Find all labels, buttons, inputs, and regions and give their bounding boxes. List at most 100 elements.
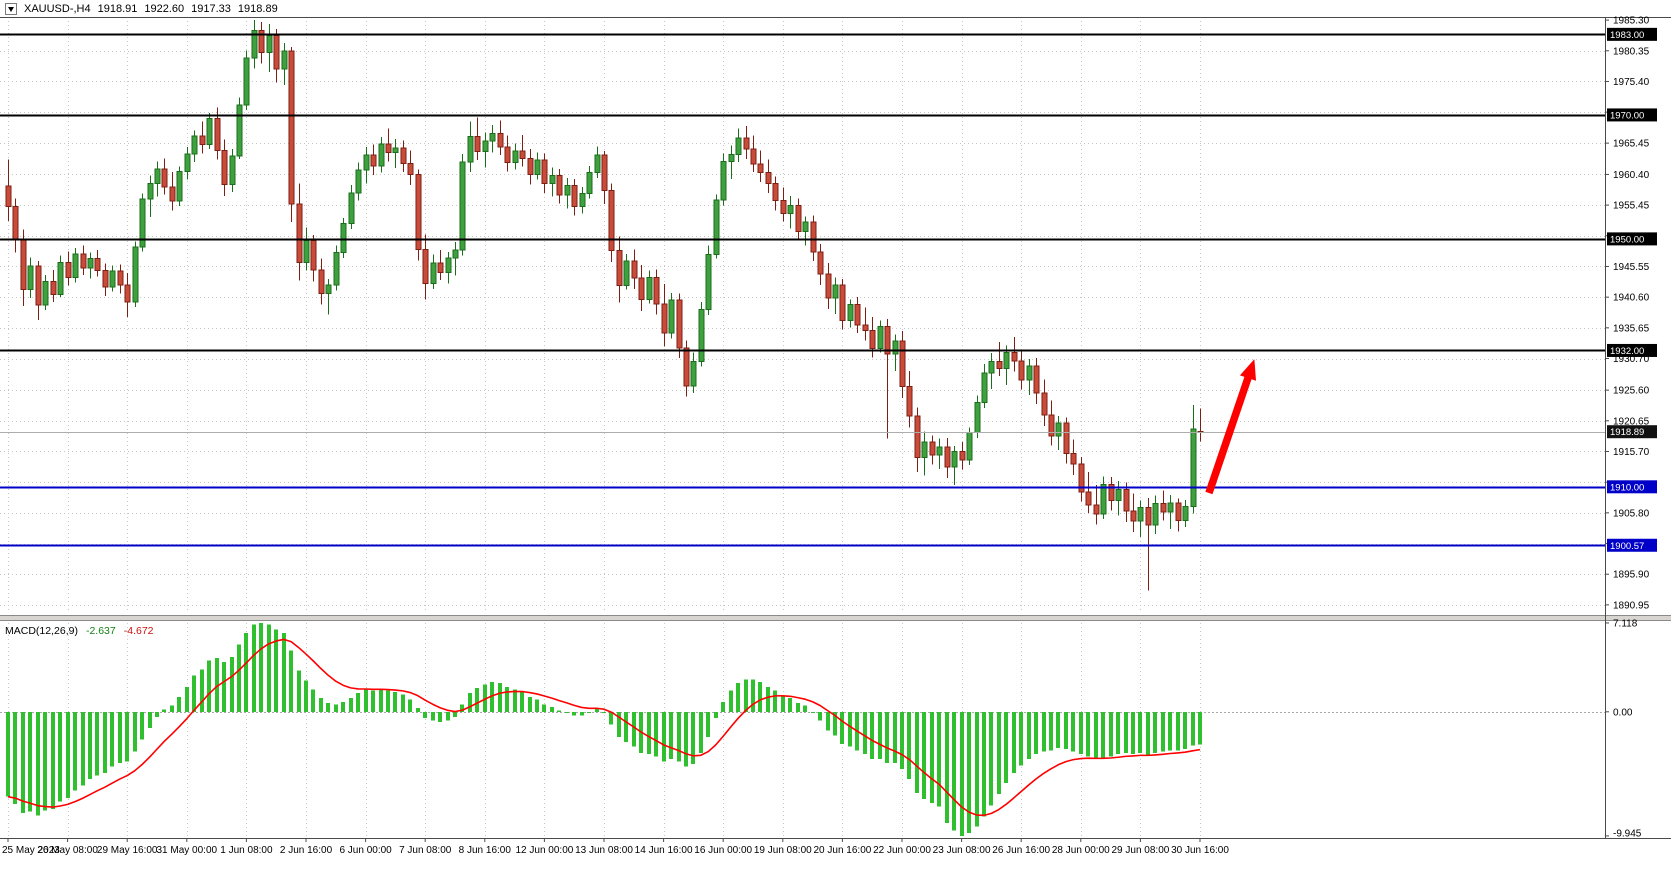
candle [1055,416,1062,451]
candle [1085,471,1092,513]
horizontal-level-lines[interactable] [0,33,1605,547]
candle [199,121,206,154]
time-tick-label: 2 Jun 16:00 [280,845,333,856]
time-tick-label: 23 Jun 08:00 [933,845,991,856]
candle [251,20,258,69]
candle [236,97,243,159]
price-badge-label: 1910.00 [1610,482,1644,493]
candle [385,128,392,162]
candle [35,261,42,321]
candle [50,269,57,303]
candle [929,435,936,465]
candle [1011,336,1018,372]
price-tick-label: 1965.45 [1613,139,1650,150]
time-tick-label: 12 Jun 00:00 [515,845,573,856]
price-tick-label: 1895.90 [1613,570,1650,581]
candle [1123,482,1130,523]
candle [541,153,548,194]
price-badge [1607,108,1657,122]
candle [683,340,690,397]
candle [169,171,176,211]
candle [392,139,399,169]
time-tick-label: 8 Jun 16:00 [459,845,512,856]
candle [489,124,496,153]
price-tick-label: 1905.80 [1613,508,1650,519]
candle [556,168,563,204]
candle [124,272,131,317]
candle [981,364,988,409]
price-tick-label: 1915.70 [1613,447,1650,458]
candle [333,245,340,291]
time-tick-label: 29 May 16:00 [97,845,158,856]
candle [1108,476,1115,511]
candle [184,147,191,180]
price-tick-label: 1935.65 [1613,323,1650,334]
candle [139,193,146,252]
candle [571,178,578,216]
candle [117,264,124,294]
candle [176,166,183,207]
price-badge-label: 1983.00 [1610,30,1644,41]
ohlc-open-value: 1918.91 [97,3,138,15]
candle [132,241,139,308]
price-tick-label: 1945.55 [1613,262,1650,273]
price-axis[interactable]: 1985.30 1980.35 1975.40 1965.45 1960.40 1955.… [1605,16,1657,840]
candle [854,297,861,334]
pane-separator[interactable] [0,615,1671,621]
trend-arrow[interactable] [1205,359,1257,495]
candle [1033,357,1040,404]
candle [497,120,504,156]
macd-histogram [6,622,1202,836]
candle [281,43,288,86]
candle [832,277,839,314]
candle [243,50,250,110]
candle [27,257,34,298]
candle [340,217,347,259]
candle [735,128,742,163]
chart-shift-icon[interactable] [5,3,17,15]
candle [892,334,899,371]
candle [109,265,116,292]
candle [653,269,660,315]
candle [810,215,817,262]
candle [102,263,109,296]
time-tick-label: 26 May 08:00 [37,845,98,856]
price-tick-label: 1960.40 [1613,170,1650,181]
candle [355,162,362,201]
price-badge-label: 1950.00 [1610,234,1644,245]
time-tick-label: 22 Jun 00:00 [873,845,931,856]
price-badge [1607,232,1657,246]
candle [988,352,995,389]
candle [474,117,481,161]
candle [906,370,913,428]
symbol-period-label: XAUUSD-,H4 [24,3,91,15]
price-badge [1607,480,1657,494]
candle [899,331,906,399]
time-tick-label: 25 May 2023 [2,845,60,856]
candle [437,250,444,280]
candle [191,130,198,163]
candle [698,302,705,367]
candle [1063,417,1070,464]
candle [1130,493,1137,533]
candle [1152,495,1159,534]
price-badge [1607,538,1657,552]
price-tick-label: 1980.35 [1613,46,1650,57]
candle [944,437,951,479]
candle [750,135,757,172]
time-tick-label: 26 Jun 16:00 [992,845,1050,856]
candle [1137,500,1144,538]
candle [884,318,891,439]
candle [713,194,720,259]
macd-signal-line [7,638,1201,817]
price-tick-label: 1925.60 [1613,386,1650,397]
candle [1160,490,1167,521]
time-tick-label: 6 Jun 00:00 [339,845,392,856]
candle [795,198,802,241]
candle [147,175,154,218]
candle [266,23,273,73]
time-tick-label: 28 Jun 00:00 [1052,845,1110,856]
candle [5,159,12,221]
